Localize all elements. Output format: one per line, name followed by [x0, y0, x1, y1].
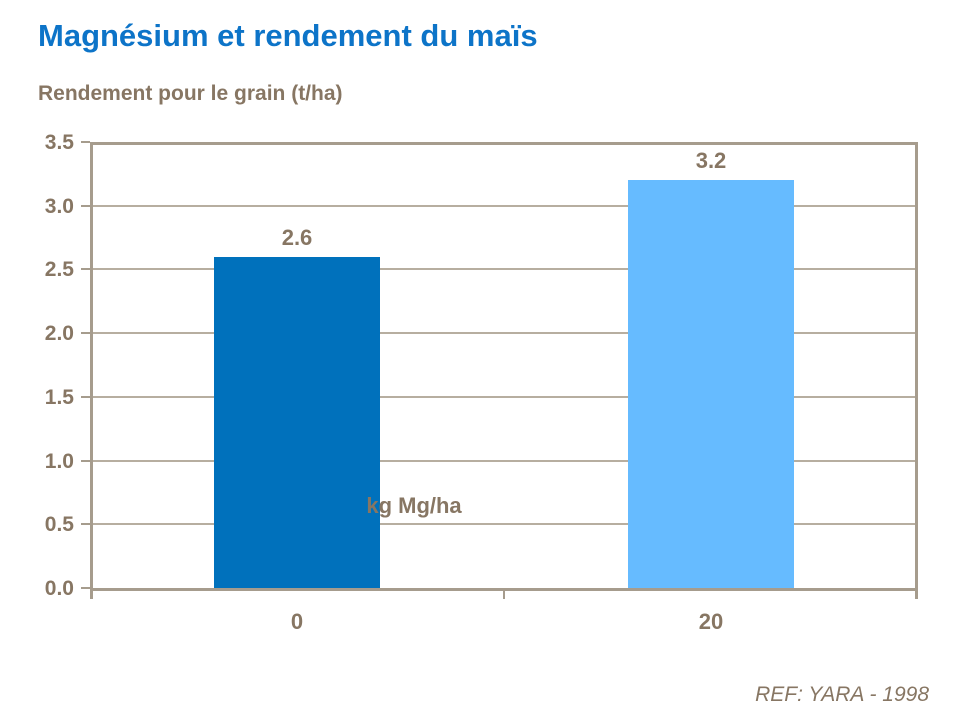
y-axis-tick — [81, 141, 90, 143]
x-category-label: 0 — [290, 609, 304, 634]
gridline — [90, 268, 918, 271]
y-tick-label: 0.5 — [44, 513, 74, 537]
bar-value-label: 3.2 — [695, 148, 727, 173]
x-category-label: 20 — [698, 609, 724, 634]
y-axis-tick — [81, 204, 90, 207]
x-axis-title: kg Mg/ha — [366, 493, 462, 518]
y-axis-tick — [81, 587, 90, 589]
bar-value-label: 2.6 — [281, 225, 313, 250]
chart-title: Magnésium et rendement du maïs — [38, 18, 538, 53]
plot-area: 0.0 0.5 1.0 1.5 2.0 2.5 3.0 3.5 2.6 0 3.2 20 — [45, 132, 918, 634]
y-tick-label: 3.5 — [44, 131, 74, 154]
y-axis-tick — [81, 332, 90, 335]
y-tick-label: 1.5 — [44, 385, 74, 409]
y-axis-tick — [81, 523, 90, 526]
axis-left — [90, 142, 93, 599]
axis-right — [915, 142, 918, 599]
y-tick-label: 3.0 — [44, 194, 74, 218]
gridline — [90, 459, 918, 462]
source-reference: REF: YARA - 1998 — [755, 683, 929, 706]
y-axis-unit-label: Rendement pour le grain (t/ha) — [38, 82, 343, 105]
axis-bottom — [90, 588, 918, 591]
y-tick-label: 2.5 — [44, 258, 74, 282]
y-axis-tick — [81, 459, 90, 462]
bar — [214, 257, 380, 588]
gridline — [90, 332, 918, 335]
gridline — [90, 395, 918, 398]
gridline — [90, 204, 918, 207]
bar — [628, 180, 794, 588]
y-axis-tick — [81, 268, 90, 271]
y-axis-tick — [81, 395, 90, 398]
axis-top — [90, 142, 918, 145]
y-tick-label: 2.0 — [44, 322, 74, 346]
x-axis-tick — [503, 591, 505, 599]
y-tick-label: 1.0 — [44, 449, 74, 473]
gridline — [90, 523, 918, 526]
y-tick-label: 0.0 — [44, 577, 74, 600]
